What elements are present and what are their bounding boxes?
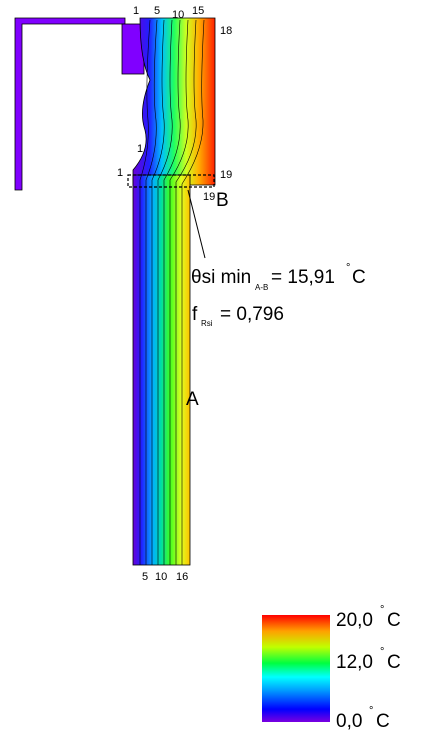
legend-value: 0,0: [336, 711, 362, 732]
theta-value: = 15,91: [271, 267, 335, 288]
legend-value: 20,0: [336, 610, 373, 631]
iso-label: 10: [155, 571, 167, 583]
f-subscript: Rsi: [201, 319, 213, 328]
point-label: A: [186, 389, 199, 410]
theta-symbol: θ: [191, 267, 202, 288]
iso-label: 5: [154, 5, 160, 17]
iso-label: 15: [192, 5, 204, 17]
iso-label: 1: [117, 167, 123, 179]
degree: °: [380, 646, 384, 658]
unit: C: [387, 610, 401, 631]
unit: C: [352, 267, 366, 288]
iso-label: 10: [172, 9, 184, 21]
wall-section: [132, 174, 191, 566]
theta-subscript: A-B: [255, 283, 268, 292]
theta-text: si min: [202, 267, 252, 288]
f-value: = 0,796: [220, 304, 284, 325]
iso-label: 19: [203, 191, 215, 203]
frame-profile: [14, 17, 126, 191]
iso-label: 1: [137, 143, 143, 155]
iso-label: 18: [220, 25, 232, 37]
iso-label: 16: [176, 571, 188, 583]
iso-label: 5: [142, 571, 148, 583]
lintel: [127, 174, 215, 188]
iso-label: 19: [220, 169, 232, 181]
pointer-line: [187, 189, 206, 259]
iso-label: 1: [133, 5, 139, 17]
degree: °: [369, 705, 373, 717]
degree: °: [346, 262, 350, 274]
legend-value: 12,0: [336, 652, 373, 673]
point-label: B: [216, 190, 229, 211]
unit: C: [376, 711, 390, 732]
f-symbol: f: [192, 304, 198, 325]
annotation-theta: θsi min: [191, 267, 251, 288]
degree: °: [380, 604, 384, 616]
isotherms: [139, 19, 205, 565]
color-scale: [262, 615, 330, 722]
unit: C: [387, 652, 401, 673]
